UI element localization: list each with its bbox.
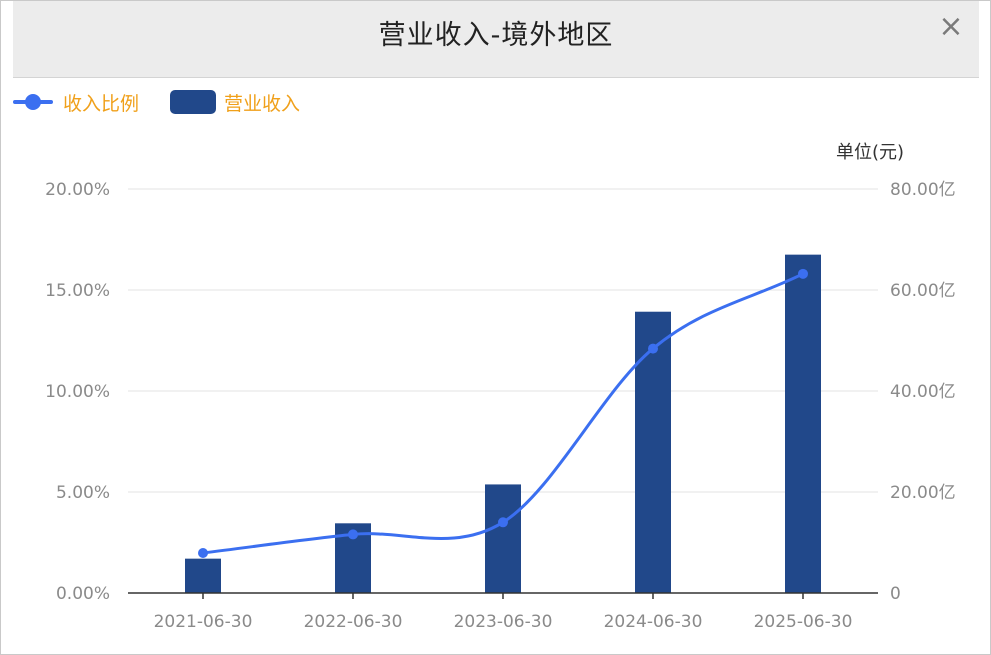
ratio-point	[648, 343, 658, 354]
ratio-point	[798, 268, 808, 279]
unit-label: 单位(元)	[836, 142, 904, 163]
ratio-line	[202, 272, 804, 555]
left-tick-label: 15.00%	[45, 281, 110, 301]
bar-icon	[170, 90, 216, 114]
bar	[485, 484, 521, 593]
right-tick-label: 80.00亿	[890, 180, 956, 200]
ratio-point	[348, 529, 358, 540]
title-bar: 营业收入-境外地区 ×	[13, 1, 979, 78]
legend-label-revenue: 营业收入	[224, 93, 301, 115]
bar	[635, 311, 671, 593]
left-tick-label: 20.00%	[45, 180, 110, 200]
right-tick-label: 60.00亿	[890, 281, 956, 301]
x-tick-label: 2021-06-30	[154, 612, 253, 632]
left-tick-label: 5.00%	[56, 483, 110, 503]
x-tick-label: 2025-06-30	[754, 612, 853, 632]
right-tick-label: 20.00亿	[890, 483, 956, 503]
chart-title: 营业收入-境外地区	[378, 20, 614, 51]
legend-label-ratio: 收入比例	[63, 93, 140, 115]
left-tick-label: 0.00%	[56, 584, 110, 604]
line-dot-icon	[13, 94, 53, 110]
legend-item-revenue[interactable]: 营业收入	[170, 87, 330, 117]
close-icon[interactable]: ×	[938, 9, 964, 44]
x-tick-label: 2024-06-30	[604, 612, 703, 632]
ratio-point	[498, 517, 508, 528]
legend-item-ratio[interactable]: 收入比例	[13, 87, 163, 117]
bar	[785, 254, 821, 593]
x-tick-label: 2023-06-30	[454, 612, 553, 632]
x-tick-label: 2022-06-30	[304, 612, 403, 632]
left-tick-label: 10.00%	[45, 382, 110, 402]
right-tick-label: 40.00亿	[890, 382, 956, 402]
ratio-point	[198, 548, 208, 559]
right-tick-label: 0	[890, 584, 901, 604]
bar	[185, 558, 221, 593]
